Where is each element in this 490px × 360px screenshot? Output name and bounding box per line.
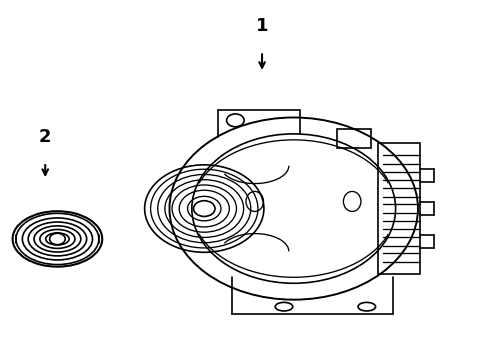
Text: 2: 2 [39,128,51,146]
Text: 1: 1 [256,17,269,35]
Circle shape [194,201,215,216]
Bar [337,129,371,148]
Bar [378,143,420,274]
